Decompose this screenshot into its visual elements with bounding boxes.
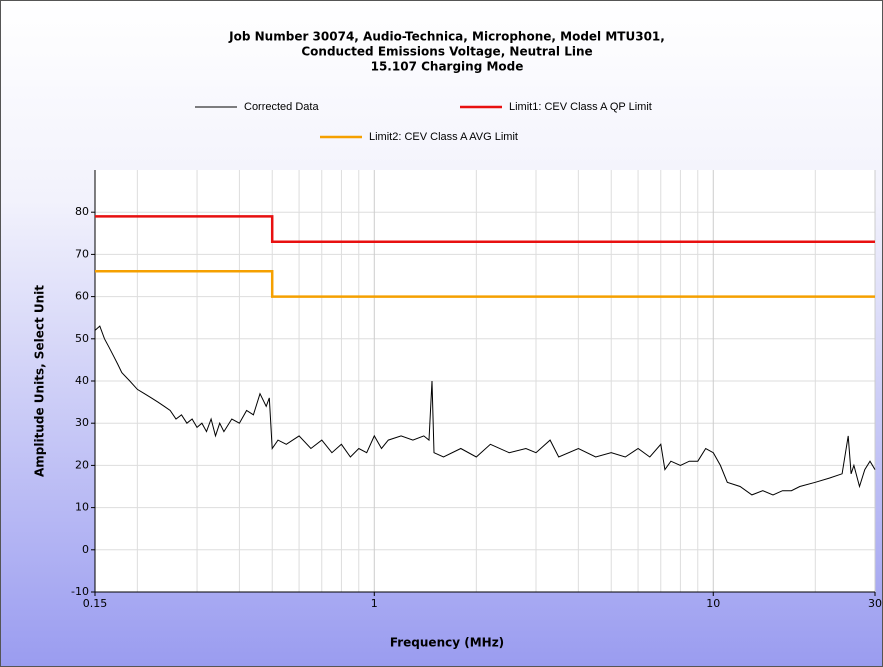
y-tick-label: 80 — [75, 205, 89, 218]
x-tick-label: 0.15 — [83, 597, 108, 610]
x-tick-label: 10 — [706, 597, 720, 610]
y-tick-label: 20 — [75, 458, 89, 471]
y-tick-label: 0 — [82, 543, 89, 556]
legend-label: Limit2: CEV Class A AVG Limit — [369, 131, 518, 143]
series-line — [95, 215, 875, 243]
y-tick-label: 50 — [75, 332, 89, 345]
y-tick-label: -10 — [71, 585, 89, 598]
legend-label: Corrected Data — [244, 101, 319, 113]
chart-title: Job Number 30074, Audio-Technica, Microp… — [228, 30, 665, 44]
x-tick-label: 1 — [371, 597, 378, 610]
y-tick-label: 10 — [75, 501, 89, 514]
y-tick-label: 60 — [75, 290, 89, 303]
y-tick-label: 70 — [75, 247, 89, 260]
y-tick-label: 40 — [75, 374, 89, 387]
legend-label: Limit1: CEV Class A QP Limit — [509, 101, 652, 113]
series-line — [95, 270, 875, 298]
y-tick-label: 30 — [75, 416, 89, 429]
y-axis-label: Amplitude Units, Select Unit — [33, 285, 47, 477]
x-tick-label: 30 — [868, 597, 882, 610]
chart-title: 15.107 Charging Mode — [371, 60, 524, 74]
series-line — [94, 325, 876, 496]
chart-title: Conducted Emissions Voltage, Neutral Lin… — [301, 45, 592, 59]
x-axis-label: Frequency (MHz) — [390, 636, 504, 650]
